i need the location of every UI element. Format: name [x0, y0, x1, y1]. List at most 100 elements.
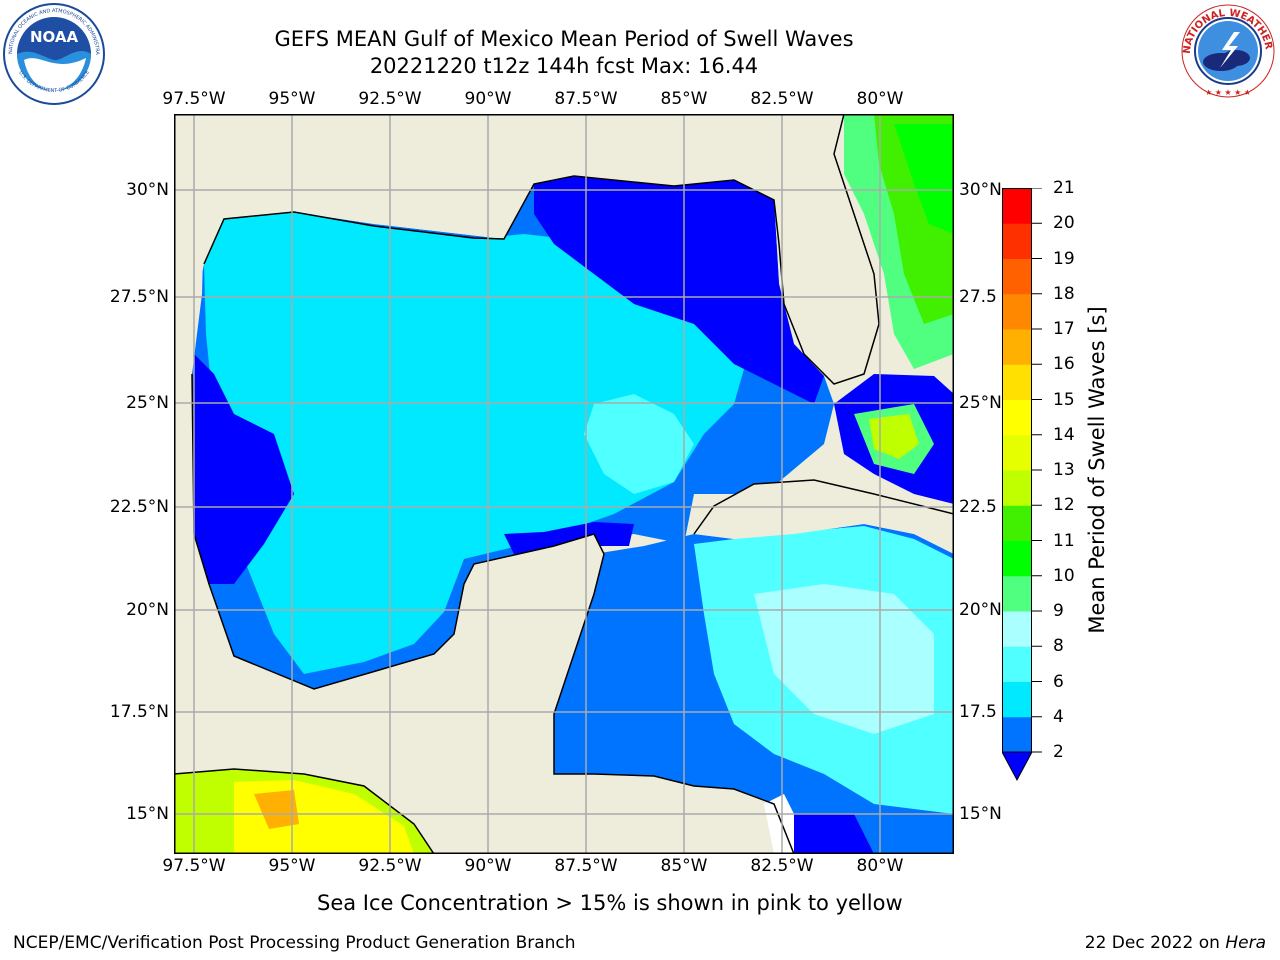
lon-label-bottom: 80°W: [856, 856, 904, 876]
mexico-central-america: [174, 374, 794, 854]
gulf-coastline: [203, 114, 880, 385]
mexico-coastline: [191, 373, 795, 854]
lon-label-top: 82.5°W: [750, 89, 814, 109]
lat-label-right: 22.5: [959, 497, 997, 517]
colorbar-tick-label: 15: [1053, 389, 1075, 410]
colorbar-segments: [1002, 188, 1032, 753]
footer-date-text: 22 Dec 2022 on: [1084, 933, 1226, 953]
lon-label-top: 80°W: [856, 89, 904, 109]
pacific-coastline: [174, 768, 435, 854]
noaa-logo: NOAA NATIONAL OCEANIC AND ATMOSPHERIC AD…: [2, 2, 105, 105]
colorbar-tick-label: 12: [1053, 495, 1075, 516]
central-gulf-swell: [204, 212, 754, 674]
colorbar-band: [1002, 434, 1032, 471]
colorbar-tick-label: 2: [1053, 742, 1064, 762]
colorbar-tick-label: 4: [1053, 706, 1064, 727]
graticule: [174, 114, 954, 854]
colorbar-tick-label: 14: [1053, 424, 1075, 445]
south-caribbean-low-period: [794, 814, 874, 854]
colorbar-band: [1002, 470, 1032, 506]
lat-label-right: 15°N: [959, 804, 1002, 824]
colorbar-tick-label: 8: [1053, 636, 1064, 657]
colorbar-tick-label: 13: [1053, 460, 1075, 480]
lon-label-bottom: 97.5°W: [162, 856, 226, 876]
noaa-logo-text: NOAA: [30, 28, 79, 46]
sea-ice-note: Sea Ice Concentration > 15% is shown in …: [317, 891, 903, 915]
lon-label-bottom: 87.5°W: [554, 856, 618, 876]
lon-label-bottom: 95°W: [268, 856, 316, 876]
colorbar-band: [1002, 540, 1032, 577]
caribbean-peak-period: [754, 584, 934, 734]
pacific-peak-period: [254, 790, 299, 829]
colorbar-tick-label: 6: [1053, 671, 1064, 692]
central-gulf-high-period: [584, 394, 694, 494]
colorbar-band: [1002, 575, 1032, 612]
colorbar-label: Mean Period of Swell Waves [s]: [1085, 306, 1109, 634]
map-frame: [174, 114, 954, 854]
footer-branch: NCEP/EMC/Verification Post Processing Pr…: [13, 933, 576, 953]
western-gulf-low-period: [192, 354, 294, 584]
lat-label-left: 17.5°N: [109, 702, 169, 722]
colorbar-band: [1002, 188, 1032, 224]
lon-label-top: 85°W: [660, 89, 708, 109]
map-title: GEFS MEAN Gulf of Mexico Mean Period of …: [274, 27, 854, 51]
lat-label-left: 15°N: [126, 804, 169, 824]
us-gulf-coast: [174, 114, 954, 384]
lon-label-top: 92.5°W: [358, 89, 422, 109]
lon-label-bottom: 82.5°W: [750, 856, 814, 876]
nicaragua-shelf-mask: [764, 794, 794, 854]
colorbar-tick-label: 19: [1053, 248, 1075, 269]
lat-label-left: 22.5°N: [109, 497, 169, 517]
atlantic-peak-period: [894, 124, 954, 234]
lat-label-right: 27.5: [959, 287, 997, 307]
lat-label-right: 17.5: [959, 702, 997, 722]
colorbar-extend-arrow: [1002, 751, 1033, 782]
lon-label-top: 95°W: [268, 89, 316, 109]
bahamas-peak: [869, 414, 919, 459]
cuba-coastline: [693, 479, 954, 535]
colorbar-tick-label: 17: [1053, 319, 1075, 339]
yucatan-shelf-low-period: [504, 522, 634, 554]
colorbar-frame: [1002, 188, 1032, 753]
colorbar-band: [1002, 716, 1032, 753]
lon-label-bottom: 92.5°W: [358, 856, 422, 876]
colorbar-band: [1002, 258, 1032, 295]
colorbar-band: [1002, 399, 1032, 436]
colorbar-tick-label: 16: [1053, 354, 1075, 375]
lon-label-top: 87.5°W: [554, 89, 618, 109]
colorbar-band: [1002, 505, 1032, 541]
lon-label-bottom: 85°W: [660, 856, 708, 876]
colorbar-tick-label: 20: [1053, 213, 1075, 234]
map-subtitle: 20221220 t12z 144h fcst Max: 16.44: [369, 54, 759, 78]
colorbar-band: [1002, 223, 1032, 259]
colorbar-tick-marks: [1032, 188, 1042, 753]
colorbar-tick-label: 10: [1053, 565, 1075, 586]
colorbar-tick-label: 21: [1053, 178, 1075, 198]
colorbar: [1002, 188, 1042, 782]
lat-label-left: 25°N: [126, 393, 169, 413]
lat-label-left: 27.5°N: [109, 287, 169, 307]
colorbar-band: [1002, 329, 1032, 365]
lon-label-bottom: 90°W: [464, 856, 512, 876]
footer-machine: Hera: [1225, 933, 1266, 953]
colorbar-band: [1002, 364, 1032, 400]
colorbar-band: [1002, 611, 1032, 647]
lat-label-right: 30°N: [959, 180, 1002, 200]
lat-label-left: 30°N: [126, 180, 169, 200]
colorbar-tick-label: 18: [1053, 283, 1075, 304]
svg-text:★ ★ ★ ★ ★: ★ ★ ★ ★ ★: [1205, 88, 1251, 97]
lat-label-left: 20°N: [126, 600, 169, 620]
lon-label-top: 90°W: [464, 89, 512, 109]
lat-label-right: 20°N: [959, 600, 1002, 620]
colorbar-band: [1002, 293, 1032, 330]
footer-date: 22 Dec 2022 on Hera: [1085, 933, 1266, 953]
nws-logo: NATIONAL WEATHER SERVICE ★ ★ ★ ★ ★: [1176, 2, 1275, 98]
colorbar-band: [1002, 681, 1032, 718]
colorbar-tick-label: 9: [1053, 601, 1064, 621]
northeast-gulf-low-period: [534, 176, 824, 404]
colorbar-band: [1002, 646, 1032, 682]
colorbar-tick-label: 11: [1053, 530, 1075, 551]
swell-period-map: [174, 114, 954, 854]
lat-label-right: 25°N: [959, 393, 1002, 413]
lon-label-top: 97.5°W: [162, 89, 226, 109]
